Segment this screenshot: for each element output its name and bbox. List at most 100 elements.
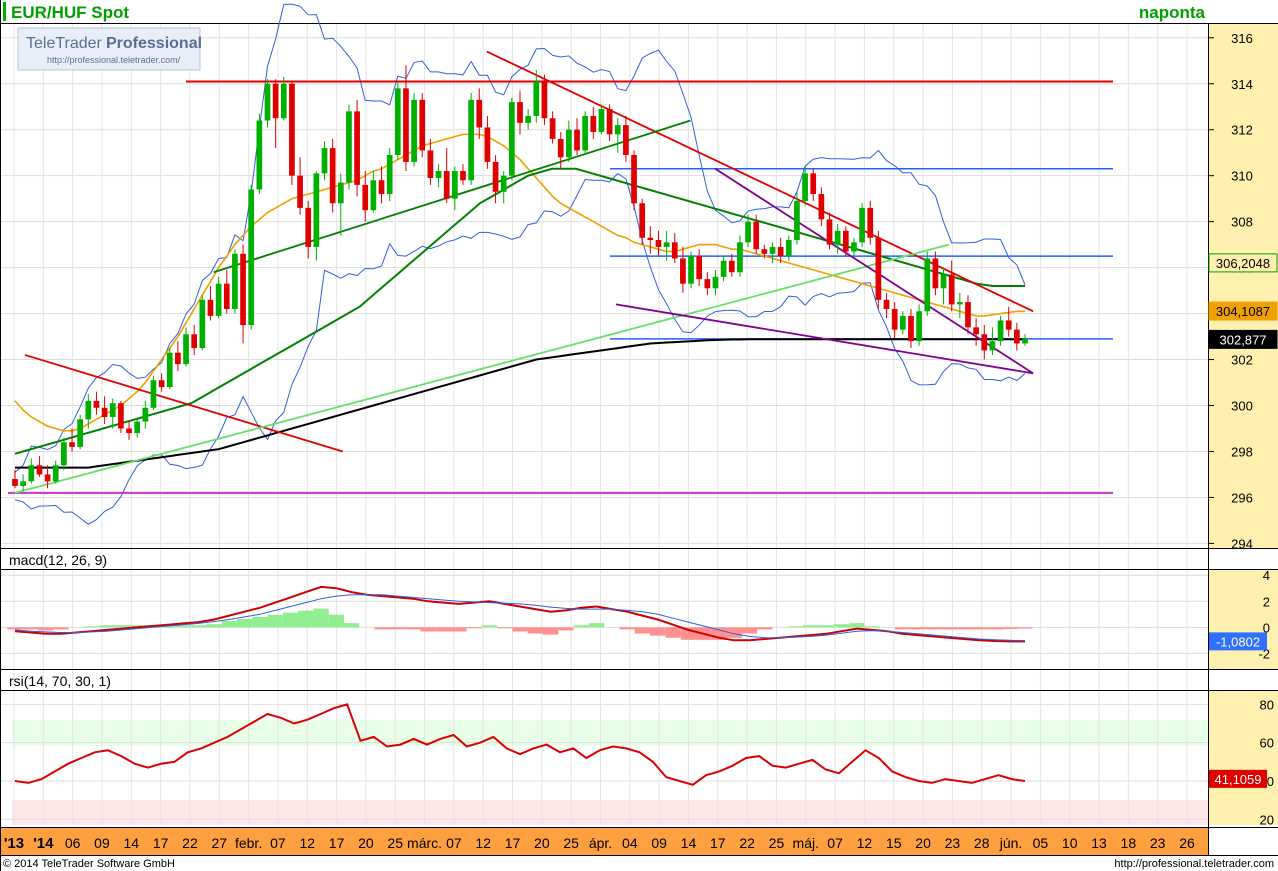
last-value-tag — [1208, 301, 1278, 321]
macd-last-value-label: -1,0802 — [1216, 634, 1260, 649]
date-tick-label: 25 — [387, 835, 403, 851]
candle-body — [435, 171, 442, 178]
candle-body — [981, 334, 988, 351]
macd-histogram-bar — [252, 616, 268, 628]
candle-body — [631, 155, 637, 204]
date-tick-label: 22 — [182, 835, 198, 851]
date-tick-label: 22 — [739, 835, 755, 851]
date-tick-label: 15 — [886, 835, 902, 851]
trendline — [615, 303, 1034, 375]
candle-body — [492, 161, 499, 192]
macd-histogram-bar — [37, 627, 54, 631]
price-tick-label: 312 — [1231, 123, 1253, 138]
bollinger-lower — [14, 172, 1026, 525]
candle-body — [867, 207, 874, 238]
candle-body — [769, 246, 776, 254]
candle-body — [191, 334, 198, 349]
candle-body — [924, 258, 931, 312]
candle-body — [484, 127, 491, 162]
date-tick-label: 18 — [1121, 835, 1137, 851]
date-tick-label: 23 — [1150, 835, 1166, 851]
candle-body — [761, 249, 768, 254]
candle-body — [842, 230, 849, 252]
candle-body — [785, 240, 792, 257]
candle-body — [175, 352, 181, 365]
candle-body — [688, 256, 694, 284]
price-tick-label: 300 — [1231, 399, 1253, 414]
date-tick-label: 07 — [446, 835, 462, 851]
date-axis-corner — [1208, 828, 1278, 855]
last-value-label: 304,1087 — [1216, 304, 1270, 319]
date-tick-label: ápr. — [589, 835, 612, 851]
macd-histogram-bar — [313, 608, 329, 628]
macd-histogram-bar — [405, 627, 421, 630]
macd-histogram-bar — [1017, 627, 1033, 629]
trendline — [714, 168, 1034, 375]
candle-body — [728, 260, 735, 273]
date-tick-label: 27 — [211, 835, 227, 851]
macd-histogram-bar — [527, 627, 543, 634]
date-tick-label: '13 — [4, 835, 24, 852]
candle-body — [509, 102, 515, 176]
candle-body — [965, 302, 971, 328]
macd-histogram-bar — [206, 624, 222, 628]
candle-body — [932, 258, 939, 289]
candle-body — [386, 155, 393, 195]
candle-body — [655, 240, 662, 247]
date-tick-label: 25 — [563, 835, 579, 851]
candle-body — [223, 283, 230, 309]
candle-body — [590, 115, 597, 133]
candle-body — [118, 403, 124, 429]
macd-histogram-bar — [282, 612, 299, 628]
candle-body — [549, 118, 556, 139]
last-value-label: 302,877 — [1220, 332, 1267, 347]
date-tick-label: 26 — [1179, 835, 1195, 851]
macd-histogram-bar — [53, 627, 69, 630]
candle-body — [802, 173, 808, 201]
teletrader-logo: TeleTrader Professional http://professio… — [17, 27, 202, 71]
candle-body — [948, 274, 955, 305]
candle-body — [313, 173, 320, 247]
candle-body — [525, 115, 531, 123]
candle-body — [52, 465, 59, 482]
macd-histogram-bar — [374, 627, 390, 630]
price-tick-label: 308 — [1231, 215, 1253, 230]
candle-body — [720, 260, 727, 277]
header-accent-bar — [3, 2, 6, 21]
candle-body — [20, 481, 26, 486]
macd-tick-label: -2 — [1258, 646, 1270, 661]
moving-average-line — [14, 133, 1025, 432]
candle-body — [394, 88, 401, 155]
date-tick-label: 17 — [710, 835, 726, 851]
candle-body — [346, 111, 352, 183]
date-tick-label: 04 — [622, 835, 638, 851]
date-tick-label: 23 — [945, 835, 961, 851]
last-value-tag — [1208, 253, 1278, 273]
trendline — [14, 243, 949, 494]
rsi-line — [14, 703, 1026, 786]
candle-body — [834, 230, 841, 245]
candle-body — [663, 242, 670, 247]
candle-body — [85, 400, 92, 420]
candle-body — [77, 419, 84, 447]
candle-body — [207, 299, 214, 316]
date-tick-label: 17 — [505, 835, 521, 851]
logo-brand: TeleTrader — [26, 35, 103, 52]
macd-histogram-bar — [665, 627, 681, 638]
date-tick-label: 12 — [475, 835, 491, 851]
logo-url: http://professional.teletrader.com/ — [47, 55, 181, 65]
candle-body — [264, 83, 271, 121]
candle-body — [908, 315, 914, 342]
candle-body — [443, 171, 450, 199]
candle-body — [215, 283, 222, 316]
candle-body — [109, 403, 116, 417]
footer-url[interactable]: http://professional.teletrader.com — [1114, 858, 1274, 870]
candle-body — [378, 180, 385, 195]
candle-body — [101, 407, 108, 417]
candle-body — [240, 253, 246, 326]
candle-body — [36, 465, 43, 475]
date-tick-label: márc. — [407, 835, 442, 851]
candle-body — [93, 400, 100, 408]
macd-histogram-bar — [542, 627, 559, 635]
